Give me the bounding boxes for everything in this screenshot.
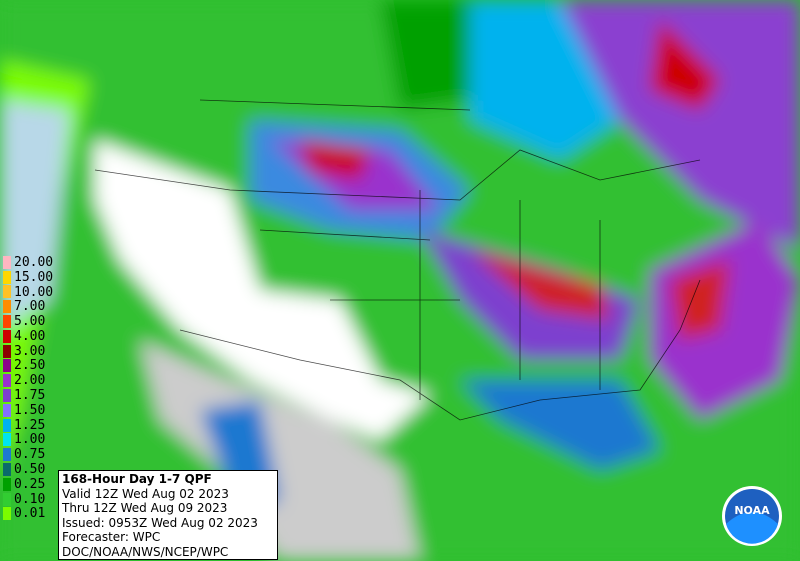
info-line: Thru 12Z Wed Aug 09 2023 [62,501,228,516]
info-line: Issued: 0953Z Wed Aug 02 2023 [62,515,258,530]
info-title: 168-Hour Day 1-7 QPF [62,472,212,486]
legend-item: 0.50 [3,462,53,477]
legend-swatch [3,285,11,299]
legend-swatch [3,315,11,329]
legend-swatch [3,418,11,432]
legend-item: 10.00 [3,285,53,300]
legend-label: 0.10 [14,491,46,507]
legend-item: 20.00 [3,255,53,270]
legend-label: 0.50 [14,462,46,478]
legend-swatch [3,463,11,477]
legend-swatch [3,477,11,491]
legend-item: 2.50 [3,358,53,374]
legend-label: 2.50 [14,358,46,374]
legend-swatch [3,329,11,343]
legend-item: 5.00 [3,314,53,329]
legend-swatch [3,433,11,447]
legend-item: 0.01 [3,506,53,522]
legend-label: 0.25 [14,476,46,492]
legend-swatch [3,374,11,388]
legend-swatch [3,492,11,506]
legend-label: 10.00 [14,284,54,300]
legend-label: 3.00 [14,343,46,359]
legend-item: 1.75 [3,388,53,403]
legend-item: 1.50 [3,403,53,418]
legend-swatch [3,300,11,314]
legend-item: 0.75 [3,447,53,462]
info-line: DOC/NOAA/NWS/NCEP/WPC [62,544,229,559]
legend-label: 15.00 [14,269,54,285]
legend-item: 15.00 [3,270,53,285]
legend: 20.00 15.00 10.00 7.00 5.00 4.00 3.00 2.50 2.00 1… [3,255,53,521]
legend-label: 1.25 [14,417,46,433]
legend-label: 4.00 [14,328,46,344]
legend-item: 1.25 [3,418,53,433]
legend-label: 0.01 [14,506,46,522]
legend-swatch [3,255,11,269]
legend-label: 2.00 [14,373,46,389]
legend-swatch [3,507,11,521]
legend-label: 1.75 [14,388,46,404]
legend-item: 7.00 [3,299,53,314]
legend-label: 1.00 [14,432,46,448]
legend-item: 2.00 [3,373,53,388]
legend-item: 4.00 [3,329,53,344]
legend-swatch [3,403,11,417]
legend-item: 1.00 [3,432,53,448]
legend-swatch [3,359,11,373]
legend-swatch [3,344,11,358]
legend-swatch [3,270,11,284]
legend-label: 1.50 [14,402,46,418]
legend-label: 5.00 [14,314,46,330]
info-line: Valid 12Z Wed Aug 02 2023 [62,486,229,501]
legend-swatch [3,448,11,462]
info-line: Forecaster: WPC [62,530,161,545]
legend-item: 3.00 [3,344,53,359]
legend-item: 0.10 [3,492,53,507]
legend-label: 7.00 [14,299,46,315]
legend-swatch [3,389,11,403]
info-box: 168-Hour Day 1-7 QPF Valid 12Z Wed Aug 0… [58,470,278,560]
legend-item: 0.25 [3,477,53,492]
legend-label: 20.00 [14,254,54,270]
legend-label: 0.75 [14,447,46,463]
